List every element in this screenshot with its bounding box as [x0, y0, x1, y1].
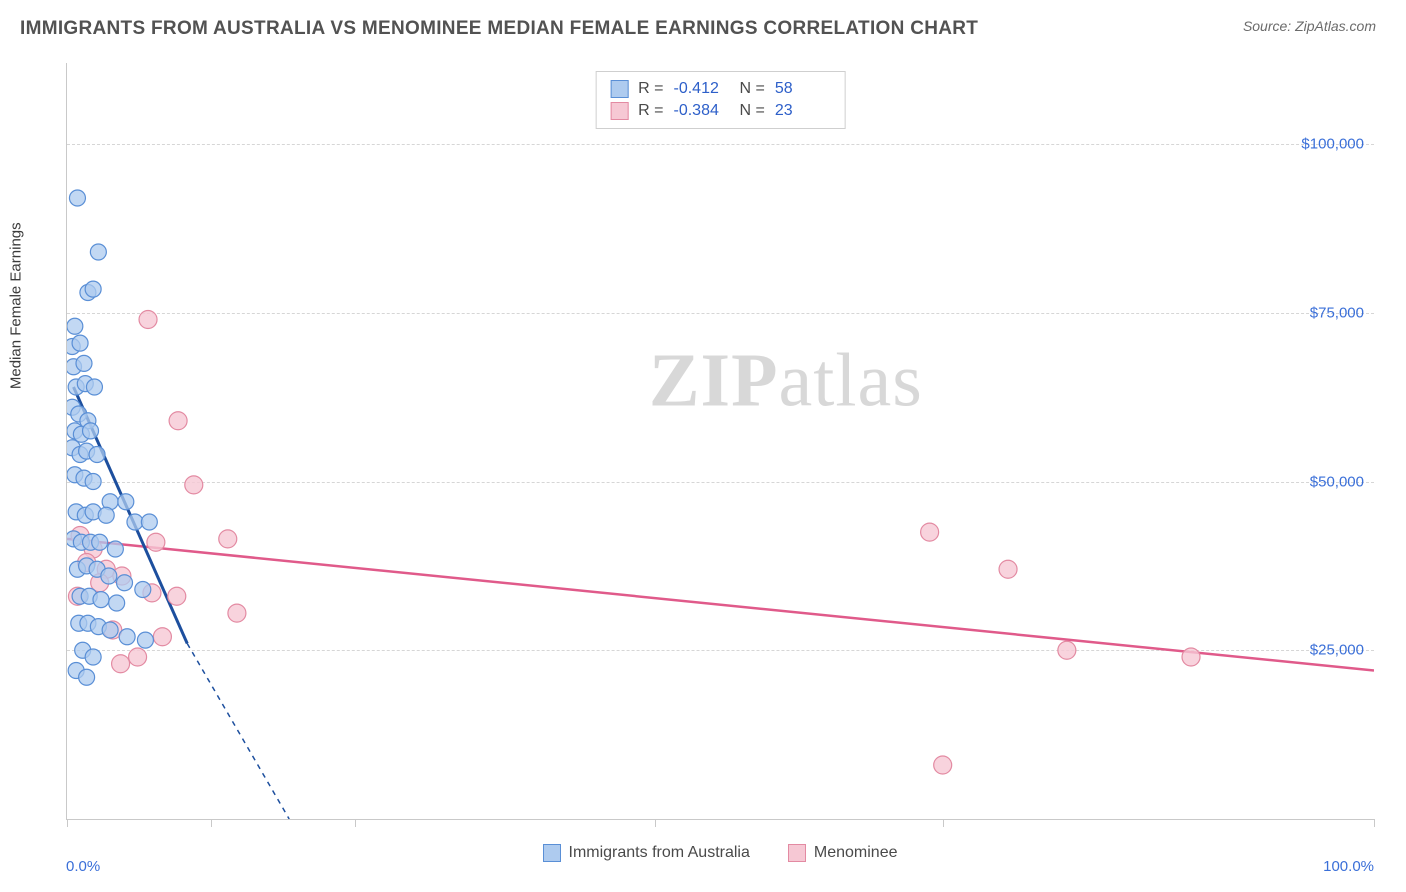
scatter-point-pink: [129, 648, 147, 666]
n-value-blue: 58: [775, 80, 831, 98]
scatter-point-pink: [934, 756, 952, 774]
stats-row-pink: R = -0.384 N = 23: [610, 100, 831, 122]
scatter-point-blue: [85, 474, 101, 490]
x-tick: [943, 819, 944, 827]
scatter-point-blue: [69, 190, 85, 206]
correlation-stats-box: R = -0.412 N = 58 R = -0.384 N = 23: [595, 71, 846, 129]
scatter-point-blue: [72, 335, 88, 351]
r-label: R =: [638, 80, 663, 98]
scatter-point-blue: [109, 595, 125, 611]
scatter-point-blue: [137, 632, 153, 648]
scatter-point-blue: [101, 568, 117, 584]
legend-label-blue: Immigrants from Australia: [569, 844, 750, 862]
x-tick: [211, 819, 212, 827]
scatter-point-blue: [135, 582, 151, 598]
legend-item-pink: Menominee: [788, 844, 898, 862]
scatter-point-pink: [147, 533, 165, 551]
scatter-point-pink: [921, 523, 939, 541]
legend-swatch-pink: [788, 844, 806, 862]
scatter-point-blue: [85, 281, 101, 297]
scatter-point-blue: [85, 649, 101, 665]
scatter-point-pink: [228, 604, 246, 622]
stats-row-blue: R = -0.412 N = 58: [610, 78, 831, 100]
r-value-pink: -0.384: [674, 102, 730, 120]
x-tick: [67, 819, 68, 827]
scatter-point-pink: [112, 655, 130, 673]
chart-title: IMMIGRANTS FROM AUSTRALIA VS MENOMINEE M…: [20, 18, 978, 40]
scatter-point-blue: [92, 534, 108, 550]
scatter-point-blue: [117, 575, 133, 591]
scatter-point-pink: [1058, 641, 1076, 659]
scatter-point-pink: [169, 412, 187, 430]
legend-label-pink: Menominee: [814, 844, 898, 862]
scatter-point-pink: [1182, 648, 1200, 666]
scatter-svg: [67, 63, 1374, 819]
x-tick: [655, 819, 656, 827]
scatter-point-pink: [139, 311, 157, 329]
scatter-point-blue: [102, 622, 118, 638]
scatter-point-blue: [127, 514, 143, 530]
legend-item-blue: Immigrants from Australia: [543, 844, 750, 862]
scatter-point-blue: [107, 541, 123, 557]
scatter-point-blue: [119, 629, 135, 645]
swatch-pink: [610, 102, 628, 120]
n-value-pink: 23: [775, 102, 831, 120]
scatter-point-blue: [141, 514, 157, 530]
x-tick: [1374, 819, 1375, 827]
scatter-point-blue: [118, 494, 134, 510]
y-axis-label: Median Female Earnings: [8, 222, 25, 389]
r-value-blue: -0.412: [674, 80, 730, 98]
bottom-legend: Immigrants from Australia Menominee: [66, 844, 1374, 862]
plot-area: ZIPatlas R = -0.412 N = 58 R = -0.384 N …: [66, 63, 1374, 820]
scatter-point-pink: [219, 530, 237, 548]
scatter-point-blue: [76, 355, 92, 371]
scatter-point-blue: [83, 423, 99, 439]
scatter-point-blue: [90, 244, 106, 260]
scatter-point-blue: [98, 507, 114, 523]
scatter-point-blue: [93, 592, 109, 608]
x-tick: [355, 819, 356, 827]
source-attribution: Source: ZipAtlas.com: [1243, 18, 1376, 34]
scatter-point-blue: [89, 447, 105, 463]
n-label: N =: [740, 80, 765, 98]
scatter-point-pink: [999, 560, 1017, 578]
scatter-point-blue: [79, 669, 95, 685]
scatter-point-pink: [153, 628, 171, 646]
scatter-point-blue: [86, 379, 102, 395]
swatch-blue: [610, 80, 628, 98]
r-label: R =: [638, 102, 663, 120]
scatter-point-blue: [67, 318, 83, 334]
legend-swatch-blue: [543, 844, 561, 862]
scatter-point-pink: [185, 476, 203, 494]
n-label: N =: [740, 102, 765, 120]
scatter-point-pink: [168, 587, 186, 605]
chart-container: Median Female Earnings ZIPatlas R = -0.4…: [20, 55, 1386, 872]
